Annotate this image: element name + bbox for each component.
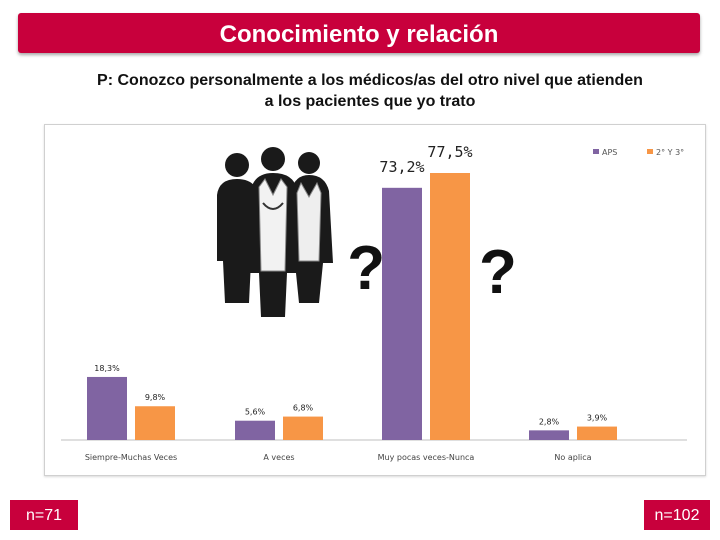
open-question-mark: ¿ bbox=[347, 242, 385, 311]
data-label-aps-muy-pocas-veces-nunca: 73,2% bbox=[379, 158, 424, 176]
sample-size-left: n=71 bbox=[10, 500, 78, 530]
legend-label-aps: APS bbox=[602, 148, 617, 157]
page-title: Conocimiento y relación bbox=[219, 21, 499, 48]
bar-aps-no-aplica bbox=[529, 430, 569, 440]
bar-2-y-3-muy-pocas-veces-nunca bbox=[430, 173, 470, 440]
question-line-2: a los pacientes que yo trato bbox=[264, 93, 476, 110]
question-text: P: Conozco personalmente a los médicos/a… bbox=[55, 70, 685, 112]
data-label-aps-no-aplica: 2,8% bbox=[539, 417, 560, 426]
data-label-2-y-3-muy-pocas-veces-nunca: 77,5% bbox=[427, 143, 472, 161]
data-label-2-y-3-siempre-muchas-veces: 9,8% bbox=[145, 393, 166, 402]
category-label-no-aplica: No aplica bbox=[554, 453, 591, 462]
bar-aps-muy-pocas-veces-nunca bbox=[382, 187, 422, 440]
bars-group bbox=[87, 173, 617, 440]
category-labels-group: Siempre-Muchas Veces A veces Muy pocas vec… bbox=[85, 453, 592, 462]
bar-aps-a-veces bbox=[235, 420, 275, 440]
bar-2-y-3-siempre-muchas-veces bbox=[135, 406, 175, 440]
bar-labels-group: 18,3% 9,8% 5,6% 6,8% 73,2%77,5% 2,8% 3,9% bbox=[94, 143, 607, 426]
chart-frame: ¿ ? APS 2° Y 3° 18,3% 9,8% 5,6% 6,8% 73,2% 77… bbox=[44, 124, 706, 476]
bar-2-y-3-a-veces bbox=[283, 416, 323, 440]
data-label-aps-siempre-muchas-veces: 18,3% bbox=[94, 364, 120, 373]
bar-chart: ¿ ? APS 2° Y 3° 18,3% 9,8% 5,6% 6,8% 73,2%77… bbox=[61, 143, 687, 462]
legend-label-level2: 2° Y 3° bbox=[656, 148, 684, 157]
sample-size-right: n=102 bbox=[644, 500, 710, 530]
data-label-2-y-3-a-veces: 6,8% bbox=[293, 404, 314, 413]
data-label-2-y-3-no-aplica: 3,9% bbox=[587, 414, 608, 423]
legend-swatch-level2 bbox=[647, 149, 653, 154]
category-label-muy-pocas-veces-nunca: Muy pocas veces-Nunca bbox=[378, 453, 475, 462]
bar-2-y-3-no-aplica bbox=[577, 426, 617, 440]
legend-swatch-aps bbox=[593, 149, 599, 154]
category-label-siempre-muchas-veces: Siempre-Muchas Veces bbox=[85, 453, 177, 462]
category-label-a-veces: A veces bbox=[263, 453, 294, 462]
question-line-1: P: Conozco personalmente a los médicos/a… bbox=[97, 72, 643, 89]
close-question-mark: ? bbox=[479, 238, 517, 307]
bar-aps-siempre-muchas-veces bbox=[87, 376, 127, 440]
legend: APS 2° Y 3° bbox=[593, 148, 684, 157]
doctors-silhouette-icon bbox=[217, 147, 333, 317]
data-label-aps-a-veces: 5,6% bbox=[245, 408, 266, 417]
title-bar: Conocimiento y relación bbox=[18, 13, 700, 53]
